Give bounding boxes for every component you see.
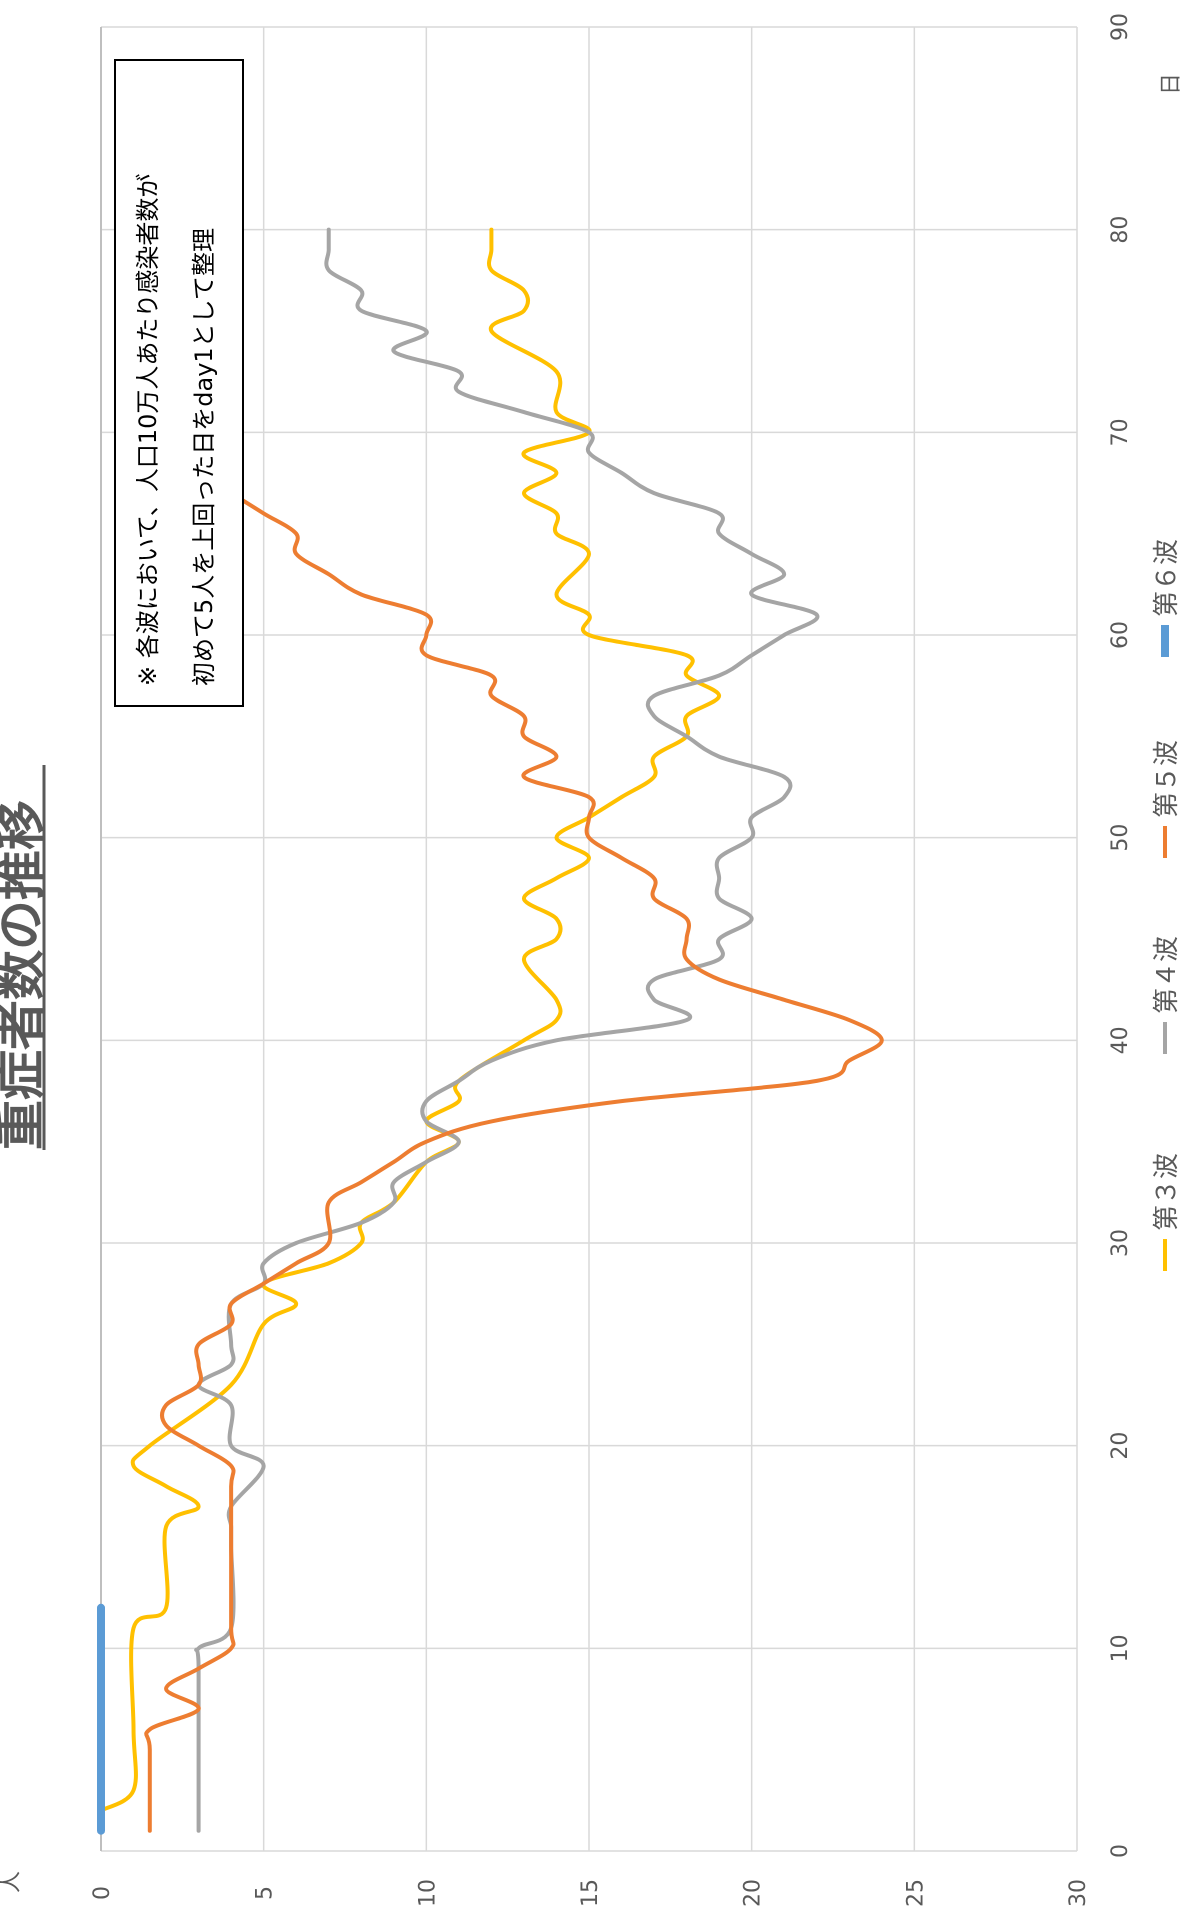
x-tick-label: 0 bbox=[1108, 1844, 1133, 1858]
y-tick-label: 30 bbox=[1066, 1879, 1091, 1907]
legend: 第３波 第４波 第５波 第６波 bbox=[1152, 539, 1182, 1271]
y-tick-label: 10 bbox=[415, 1879, 440, 1907]
y-unit-label: 人 bbox=[0, 1871, 24, 1893]
x-tick-label: 20 bbox=[1108, 1432, 1133, 1460]
chart-title: 重症者数の推移 bbox=[0, 800, 50, 1150]
note-line-2: 初めて5人を上回った日をday1として整理 bbox=[190, 228, 218, 686]
legend-label: 第３波 bbox=[1152, 1153, 1182, 1231]
x-tick-label: 70 bbox=[1108, 418, 1133, 446]
legend-label: 第４波 bbox=[1152, 936, 1182, 1014]
x-tick-label: 10 bbox=[1108, 1634, 1133, 1662]
x-tick-label: 90 bbox=[1108, 13, 1133, 41]
x-tick-label: 40 bbox=[1108, 1026, 1133, 1054]
x-unit-label: 日 bbox=[1159, 73, 1184, 95]
x-tick-label: 50 bbox=[1108, 824, 1133, 852]
legend-label: 第６波 bbox=[1152, 539, 1182, 617]
y-tick-label: 0 bbox=[90, 1886, 115, 1900]
y-tick-label: 15 bbox=[578, 1879, 603, 1907]
series-line-1 bbox=[99, 227, 722, 1813]
series-line-2 bbox=[194, 227, 820, 1833]
tick-labels: 0 5 10 15 20 25 30 0 10 20 30 40 50 60 70 80 90 bbox=[90, 13, 1133, 1907]
y-tick-label: 20 bbox=[741, 1879, 766, 1907]
x-tick-label: 60 bbox=[1108, 621, 1133, 649]
x-tick-label: 30 bbox=[1108, 1229, 1133, 1257]
note-line-1: ※ 各波において、人口10万人あたり感染者数が bbox=[134, 174, 162, 686]
y-tick-label: 5 bbox=[253, 1886, 278, 1900]
legend-label: 第５波 bbox=[1152, 740, 1182, 818]
note-box: ※ 各波において、人口10万人あたり感染者数が 初めて5人を上回った日をday1… bbox=[114, 59, 244, 707]
y-tick-label: 25 bbox=[903, 1879, 928, 1907]
x-tick-label: 80 bbox=[1108, 216, 1133, 244]
